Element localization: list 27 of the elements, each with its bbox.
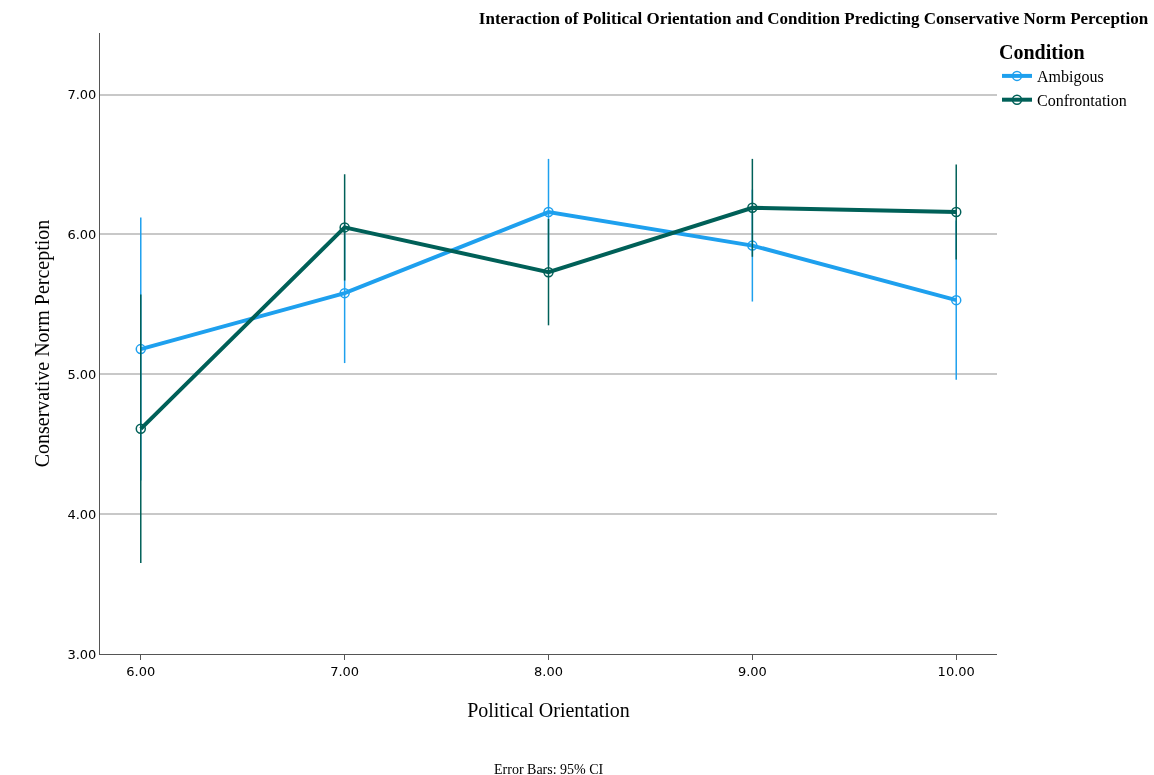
legend-label: Confrontation <box>1037 91 1127 109</box>
y-tick-label: 7.00 <box>67 87 97 103</box>
point <box>543 206 554 218</box>
x-tick-label: 7.00 <box>330 663 360 679</box>
y-axis-title: Conservative Norm Perception <box>30 219 54 468</box>
point <box>135 423 147 435</box>
legend-label: Ambigous <box>1037 68 1104 87</box>
x-tick-label: 6.00 <box>126 663 156 679</box>
point <box>543 266 554 278</box>
point <box>747 240 758 251</box>
y-tick-label: 6.00 <box>67 226 97 242</box>
chart-title: Interaction of Political Orientation and Condition Predicting Conservative Norm Perception <box>478 8 1149 28</box>
y-tick-label: 3.00 <box>67 646 97 662</box>
y-tick-label: 5.00 <box>67 366 97 382</box>
point <box>135 343 147 355</box>
point <box>747 202 758 214</box>
x-tick-label: 9.00 <box>737 663 767 679</box>
y-tick-label: 4.00 <box>67 506 97 522</box>
point <box>339 287 350 299</box>
legend-title: Condition <box>999 41 1085 63</box>
x-tick-label: 8.00 <box>534 663 563 679</box>
point <box>339 222 350 233</box>
point <box>950 206 962 218</box>
point <box>950 294 962 306</box>
x-tick-label: 10.00 <box>937 663 975 679</box>
x-axis-title: Political Orientation <box>467 699 630 722</box>
text: Error Bars: 95% CI <box>494 762 604 775</box>
